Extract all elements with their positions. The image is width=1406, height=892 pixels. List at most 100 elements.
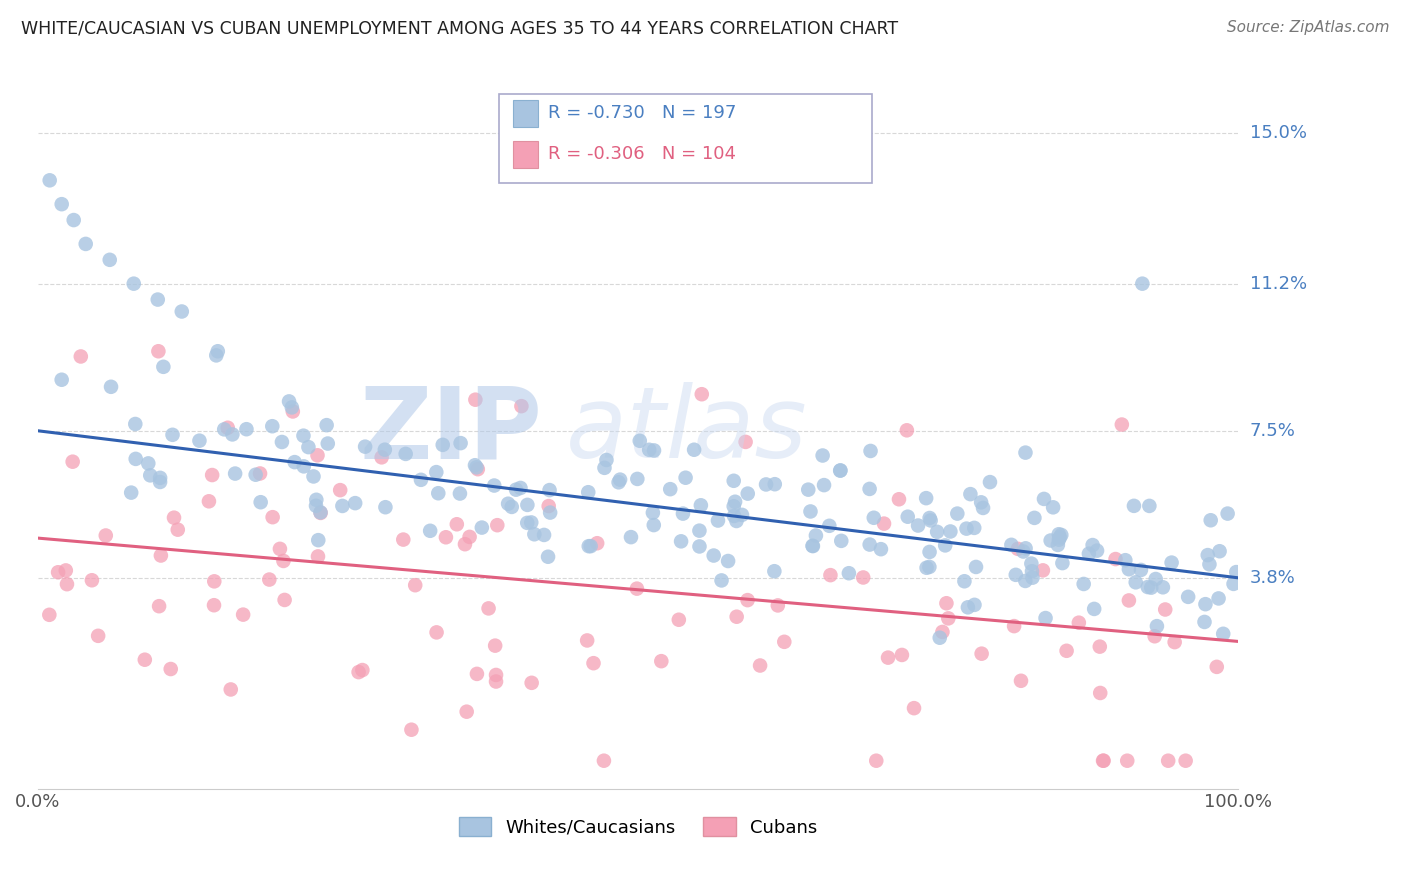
Point [731,508,754,522]
Point [818,518,841,533]
Point [486,518,509,533]
Point [688,524,710,538]
Point [595,453,617,467]
Point [149,549,172,563]
Point [865,754,887,768]
Point [626,472,648,486]
Point [766,599,789,613]
Point [1216,507,1239,521]
Point [1012,544,1035,558]
Point [262,419,284,434]
Point [419,524,441,538]
Point [1157,754,1180,768]
Point [297,440,319,454]
Point [1033,491,1056,506]
Point [249,467,271,481]
Point [305,499,328,513]
Point [98,252,121,267]
Point [332,499,354,513]
Point [1208,591,1230,606]
Point [1160,556,1182,570]
Point [1222,577,1244,591]
Point [576,633,599,648]
Point [965,560,987,574]
Point [830,463,852,477]
Point [148,344,170,359]
Point [426,625,449,640]
Point [1114,553,1136,567]
Point [1090,686,1112,700]
Point [467,462,489,476]
Point [928,631,950,645]
Point [1194,597,1216,611]
Point [578,539,600,553]
Point [659,482,682,496]
Point [201,468,224,483]
Point [392,533,415,547]
Point [1032,563,1054,577]
Point [1073,577,1095,591]
Point [1177,590,1199,604]
Point [496,497,519,511]
Text: 7.5%: 7.5% [1250,422,1295,440]
Legend: Whites/Caucasians, Cubans: Whites/Caucasians, Cubans [451,810,824,844]
Point [409,473,432,487]
Point [120,485,142,500]
Point [273,593,295,607]
Point [501,500,523,514]
Point [202,598,225,612]
Point [1000,538,1022,552]
Point [626,582,648,596]
Text: atlas: atlas [567,383,807,479]
Point [207,344,229,359]
Point [309,505,332,519]
Point [811,449,834,463]
Point [510,399,533,413]
Point [1010,673,1032,688]
Point [136,456,159,470]
Point [273,554,295,568]
Point [55,563,77,577]
Point [638,442,661,457]
Point [166,523,188,537]
Point [292,428,315,442]
Point [465,666,488,681]
Point [374,500,396,515]
Point [198,494,221,508]
Point [918,545,941,559]
Point [724,494,747,508]
Point [1212,627,1234,641]
Point [1174,754,1197,768]
Point [935,596,957,610]
Point [959,487,981,501]
Point [520,516,543,530]
Point [148,599,170,614]
Point [523,527,546,541]
Point [69,350,91,364]
Point [801,539,824,553]
Point [820,568,842,582]
Point [852,570,875,584]
Point [450,436,472,450]
Point [485,674,508,689]
Point [1042,500,1064,515]
Point [370,450,392,465]
Point [763,477,786,491]
Point [931,624,953,639]
Text: 11.2%: 11.2% [1250,275,1306,293]
Point [1024,511,1046,525]
Point [51,373,73,387]
Point [690,387,713,401]
Point [1130,277,1153,291]
Point [347,665,370,679]
Point [688,540,710,554]
Text: WHITE/CAUCASIAN VS CUBAN UNEMPLOYMENT AMONG AGES 35 TO 44 YEARS CORRELATION CHAR: WHITE/CAUCASIAN VS CUBAN UNEMPLOYMENT AM… [21,20,898,37]
Point [404,578,426,592]
Point [1118,593,1140,607]
Point [1152,580,1174,594]
Point [1052,556,1074,570]
Point [1088,640,1111,654]
Point [1116,754,1139,768]
Point [316,436,339,450]
Point [717,554,740,568]
